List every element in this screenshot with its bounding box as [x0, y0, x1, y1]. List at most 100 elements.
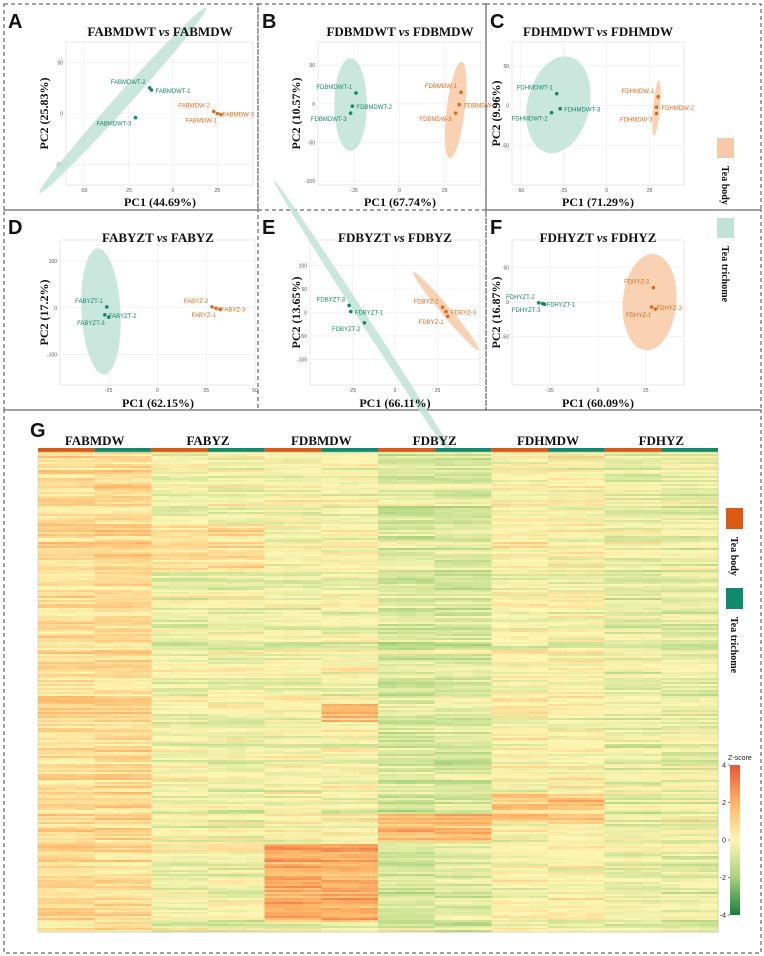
heatmap-cell: [151, 524, 171, 527]
heatmap-cell: [529, 490, 549, 493]
heatmap-cell: [510, 638, 530, 641]
heatmap-cell: [661, 550, 681, 553]
heatmap-cell: [491, 544, 511, 547]
heatmap-cell: [302, 510, 322, 513]
heatmap-cell: [491, 688, 511, 691]
heatmap-cell: [548, 490, 568, 493]
heatmap-cell: [226, 540, 247, 543]
heatmap-cell: [113, 660, 133, 663]
heatmap-cell: [453, 618, 473, 621]
heatmap-cell: [415, 454, 435, 457]
heatmap-cell: [340, 544, 360, 547]
heatmap-cell: [94, 636, 114, 639]
heatmap-cell: [340, 498, 360, 501]
heatmap-cell: [302, 556, 322, 559]
heatmap-cell: [340, 632, 360, 635]
heatmap-cell: [548, 542, 568, 545]
heatmap-cell: [94, 714, 114, 717]
heatmap-cell: [302, 584, 322, 587]
heatmap-cell: [699, 574, 719, 577]
heatmap-cell: [321, 682, 341, 685]
heatmap-cell: [548, 486, 568, 489]
heatmap-cell: [75, 574, 95, 577]
heatmap-cell: [340, 584, 360, 587]
heatmap-cell: [548, 574, 568, 577]
heatmap-cell: [189, 654, 209, 657]
heatmap-cell: [283, 622, 303, 625]
heatmap-cell: [510, 696, 530, 699]
heatmap-cell: [472, 654, 492, 657]
heatmap-cell: [415, 474, 435, 477]
heatmap-cell: [94, 624, 114, 627]
heatmap-cell: [472, 454, 492, 457]
heatmap-cell: [208, 636, 228, 639]
heatmap-cell: [396, 634, 417, 637]
heatmap-cell: [302, 578, 322, 581]
heatmap-cell: [378, 666, 398, 669]
heatmap-cell: [453, 638, 473, 641]
heatmap-cell: [38, 592, 58, 595]
heatmap-cell: [56, 496, 77, 499]
heatmap-cell: [566, 632, 587, 635]
heatmap-cell: [510, 660, 530, 663]
heatmap-cell: [302, 550, 322, 553]
heatmap-cell: [566, 558, 587, 561]
body-point: [654, 111, 659, 116]
heatmap-cell: [661, 514, 681, 517]
heatmap-cell: [680, 584, 700, 587]
heatmap-cell: [38, 466, 58, 469]
x-tick-label: 0: [171, 188, 174, 194]
heatmap-cell: [623, 532, 643, 535]
heatmap-cell: [283, 648, 303, 651]
heatmap-cell: [680, 700, 700, 703]
heatmap-cell: [642, 476, 662, 479]
heatmap-cell: [321, 518, 341, 521]
heatmap-cell: [56, 500, 77, 503]
heatmap-cell: [170, 614, 190, 617]
heatmap-cell: [226, 458, 247, 461]
heatmap-cell: [642, 600, 662, 603]
heatmap-cell: [245, 678, 265, 681]
heatmap-cell: [94, 574, 114, 577]
heatmap-cell: [642, 636, 662, 639]
heatmap-cell: [642, 710, 662, 713]
heatmap-cell: [642, 554, 662, 557]
heatmap-cell: [245, 524, 265, 527]
heatmap-cell: [378, 694, 398, 697]
heatmap-cell: [151, 546, 171, 549]
heatmap-cell: [56, 688, 77, 691]
heatmap-cell: [548, 702, 568, 705]
heatmap-cell: [642, 606, 662, 609]
heatmap-cell: [566, 618, 587, 621]
heatmap-cell: [396, 464, 417, 467]
heatmap-cell: [75, 576, 95, 579]
heatmap-cell: [585, 622, 605, 625]
heatmap-cell: [189, 690, 209, 693]
heatmap-cell: [434, 514, 454, 517]
heatmap-cell: [529, 714, 549, 717]
heatmap-cell: [75, 498, 95, 501]
heatmap-cell: [548, 598, 568, 601]
heatmap-cell: [510, 532, 530, 535]
heatmap-cell: [56, 596, 77, 599]
heatmap-cell: [434, 650, 454, 653]
heatmap-cell: [529, 514, 549, 517]
heatmap-cell: [359, 466, 379, 469]
heatmap-cell: [548, 528, 568, 531]
heatmap-cell: [56, 584, 77, 587]
heatmap-cell: [189, 642, 209, 645]
heatmap-cell: [359, 592, 379, 595]
heatmap-cell: [491, 578, 511, 581]
heatmap-cell: [208, 476, 228, 479]
heatmap-cell: [453, 664, 473, 667]
heatmap-cell: [642, 522, 662, 525]
heatmap-cell: [189, 456, 209, 459]
heatmap-cell: [208, 518, 228, 521]
heatmap-cell: [151, 506, 171, 509]
heatmap-cell: [529, 520, 549, 523]
heatmap-cell: [226, 698, 247, 701]
heatmap-cell: [321, 628, 341, 631]
heatmap-cell: [170, 588, 190, 591]
heatmap-cell: [264, 512, 284, 515]
heatmap-cell: [132, 472, 152, 475]
